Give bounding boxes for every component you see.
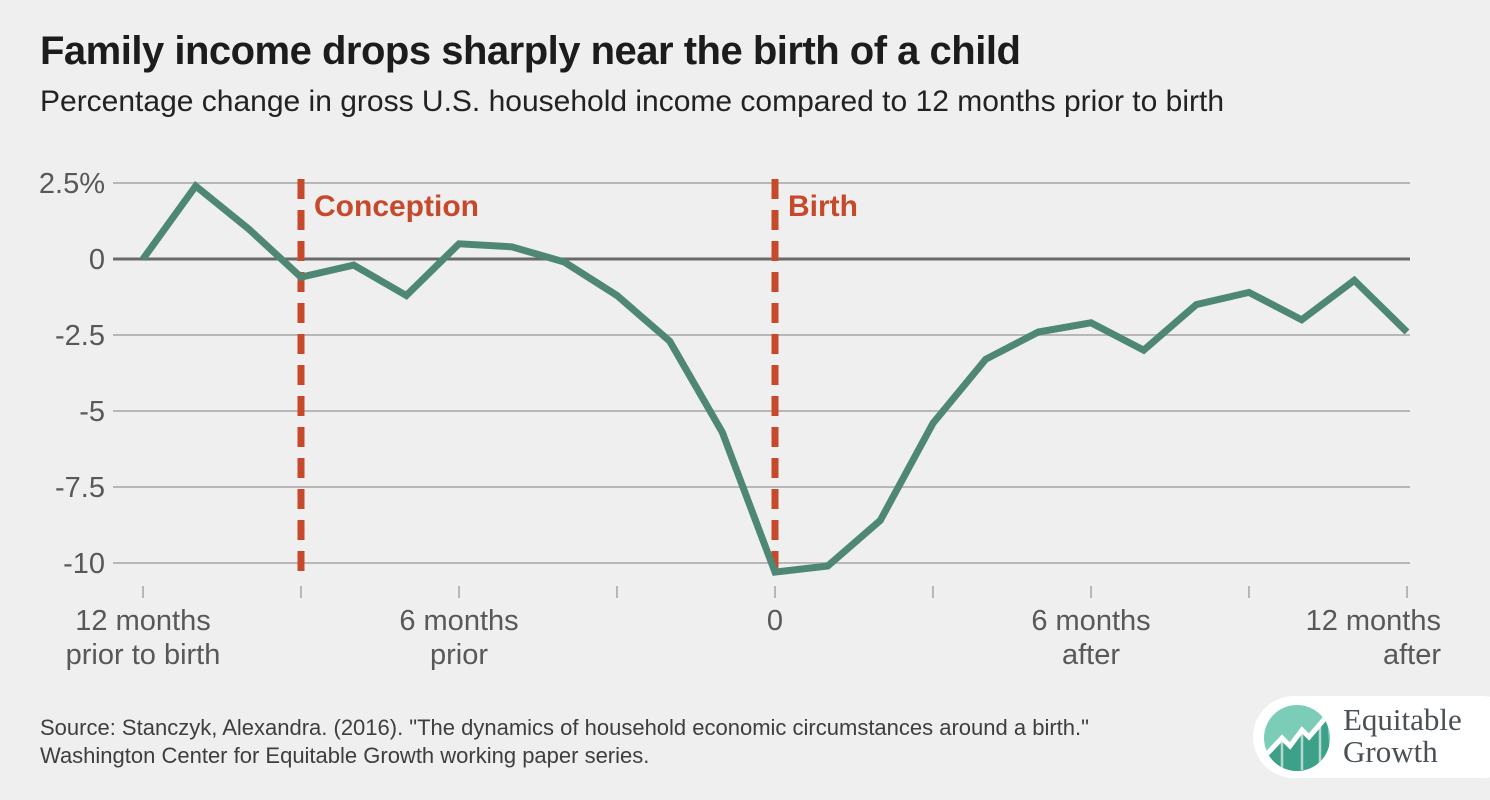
y-axis-tick-label: -10 xyxy=(63,548,105,580)
chart-title: Family income drops sharply near the bir… xyxy=(40,29,1021,73)
logo-word-growth: Growth xyxy=(1343,734,1438,769)
y-axis-tick-label: 0 xyxy=(89,244,105,276)
source-line-1: Source: Stanczyk, Alexandra. (2016). "Th… xyxy=(40,715,1089,740)
y-axis-tick-label: -7.5 xyxy=(55,472,105,504)
logo-line-chart-icon xyxy=(1264,705,1330,771)
x-axis-label: 0 xyxy=(767,605,783,637)
equitable-growth-logo: Equitable Growth xyxy=(1253,696,1490,778)
source-text: Source: Stanczyk, Alexandra. (2016). "Th… xyxy=(40,714,1190,770)
conception-label: Conception xyxy=(314,190,479,223)
source-line-2: Washington Center for Equitable Growth w… xyxy=(40,743,650,768)
x-axis-label: 12 months after xyxy=(1306,605,1442,671)
y-axis-tick-label: 2.5% xyxy=(39,168,105,200)
x-axis-label: 6 months after xyxy=(1031,605,1150,671)
y-axis-tick-label: -2.5 xyxy=(55,320,105,352)
logo-word-equitable: Equitable xyxy=(1343,702,1462,737)
x-axis-label: 12 months prior to birth xyxy=(66,605,221,671)
y-axis-tick-label: -5 xyxy=(79,396,105,428)
income-line xyxy=(140,180,1410,576)
logo-wordmark: Equitable Growth xyxy=(1343,704,1462,768)
chart-subtitle: Percentage change in gross U.S. househol… xyxy=(40,85,1225,118)
birth-label: Birth xyxy=(788,190,858,223)
x-axis-label: 6 months prior xyxy=(399,605,518,671)
